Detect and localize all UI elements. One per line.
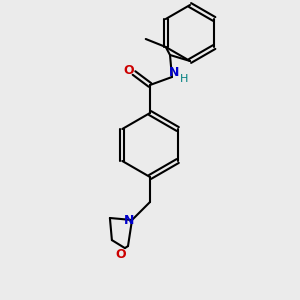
Text: O: O (124, 64, 134, 76)
Text: N: N (169, 67, 179, 80)
Text: O: O (116, 248, 126, 261)
Text: N: N (124, 214, 134, 227)
Text: H: H (180, 74, 188, 84)
